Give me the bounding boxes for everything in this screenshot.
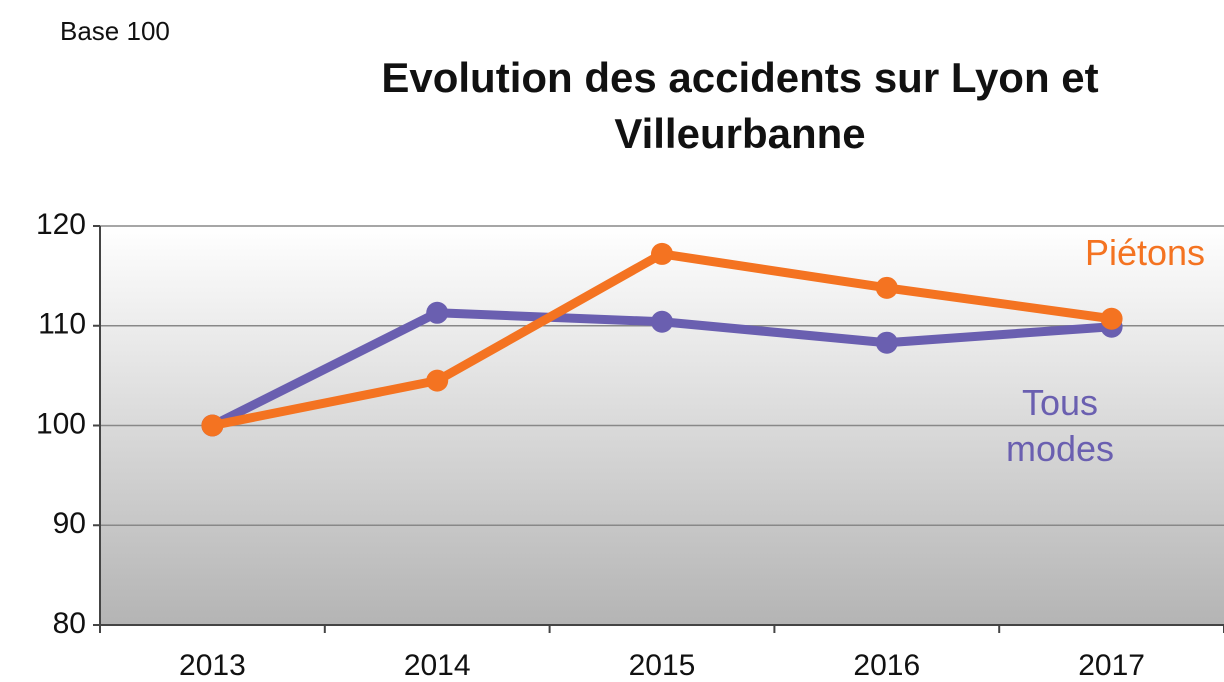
y-tick-label: 110	[38, 308, 86, 341]
y-tick-label: 100	[36, 407, 86, 440]
x-tick-label: 2017	[1078, 649, 1145, 682]
data-point	[1100, 307, 1123, 330]
subtitle: Base 100	[60, 16, 170, 46]
x-tick-label: 2013	[179, 649, 246, 682]
data-point	[426, 369, 449, 392]
data-point	[651, 242, 673, 265]
data-point	[875, 331, 898, 354]
y-tick-label: 80	[53, 607, 86, 640]
x-tick-label: 2014	[404, 649, 471, 682]
x-tick-label: 2015	[629, 649, 696, 682]
x-tick-label: 2016	[853, 649, 920, 682]
series-label: Tous modes	[1005, 382, 1115, 469]
data-point	[201, 414, 224, 437]
y-tick-label: 120	[36, 208, 86, 241]
chart-title: Evolution des accidents sur Lyon et Vill…	[381, 54, 1099, 157]
y-tick-label: 90	[53, 507, 86, 540]
data-point	[426, 301, 449, 324]
series-label: Piétons	[1084, 232, 1206, 273]
data-point	[875, 276, 898, 299]
data-point	[651, 310, 673, 333]
